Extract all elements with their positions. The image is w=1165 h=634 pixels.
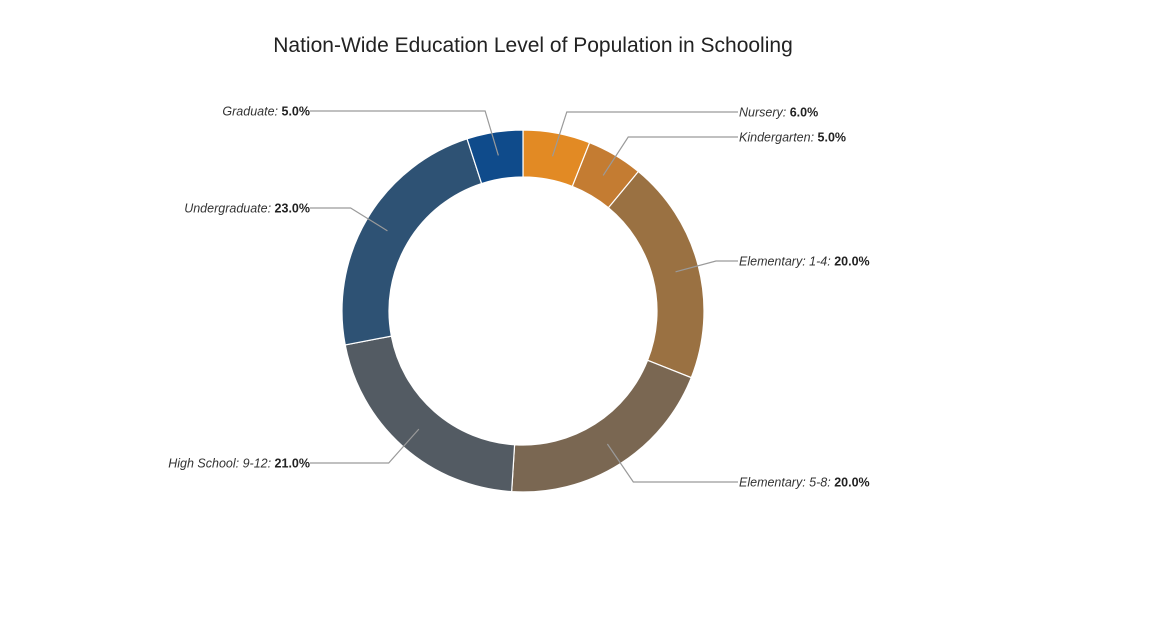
slice-label-name: Nursery: — [739, 106, 790, 120]
slice-undergraduate[interactable] — [341, 138, 483, 346]
leader-line — [675, 260, 738, 273]
slice-label-name: High School: 9-12: — [168, 457, 274, 471]
slice-graduate[interactable] — [466, 129, 524, 185]
slice-label: Undergraduate: 23.0% — [184, 202, 310, 216]
leader-line — [310, 428, 420, 464]
leader-line — [310, 207, 388, 232]
slice-label: Elementary: 1-4: 20.0% — [739, 255, 870, 269]
slice-label-value: 5.0% — [282, 105, 311, 119]
slice-elementary-5-8[interactable] — [510, 359, 693, 493]
slice-label: Graduate: 5.0% — [222, 105, 310, 119]
chart-title: Nation-Wide Education Level of Populatio… — [273, 34, 793, 57]
slice-label: Nursery: 6.0% — [739, 106, 818, 120]
leader-line — [602, 136, 738, 176]
slice-label-name: Undergraduate: — [184, 202, 274, 216]
slice-label-value: 21.0% — [275, 457, 310, 471]
slice-label: High School: 9-12: 21.0% — [168, 457, 310, 471]
labels-layer: Nursery: 6.0% Kindergarten: 5.0% Elementar… — [168, 105, 869, 490]
slices-layer — [341, 129, 705, 493]
slice-label-value: 20.0% — [834, 476, 869, 490]
slice-label-name: Elementary: 5-8: — [739, 476, 834, 490]
slice-label-value: 20.0% — [834, 255, 869, 269]
slice-label-name: Graduate: — [222, 105, 281, 119]
leader-lines-layer — [310, 110, 738, 483]
leader-line — [310, 110, 499, 156]
slice-label: Kindergarten: 5.0% — [739, 131, 846, 145]
slice-label: Elementary: 5-8: 20.0% — [739, 476, 870, 490]
slice-elementary-1-4[interactable] — [607, 170, 705, 379]
slice-label-value: 6.0% — [790, 106, 819, 120]
slice-high-school-9-12[interactable] — [344, 335, 516, 493]
slice-label-value: 5.0% — [818, 131, 847, 145]
slice-label-value: 23.0% — [275, 202, 310, 216]
leader-line — [606, 443, 738, 483]
leader-line — [551, 111, 738, 157]
slice-label-name: Kindergarten: — [739, 131, 818, 145]
slice-label-name: Elementary: 1-4: — [739, 255, 834, 269]
